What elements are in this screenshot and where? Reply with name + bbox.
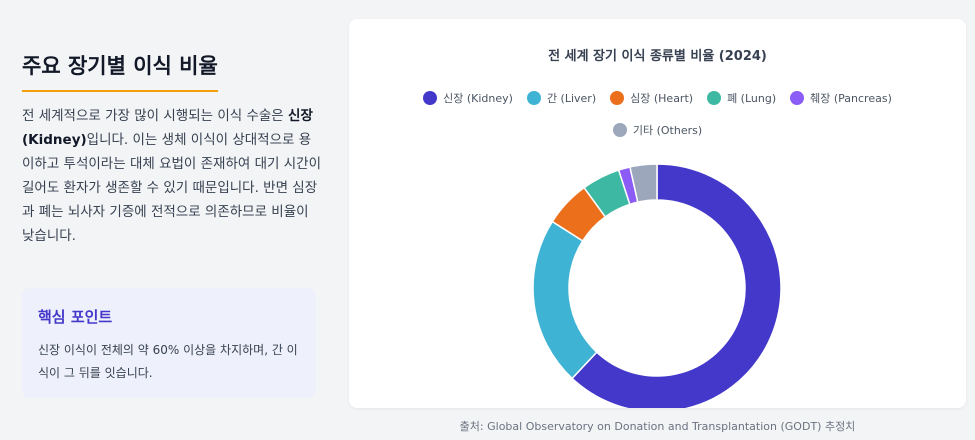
description: 전 세계적으로 가장 많이 시행되는 이식 수술은 신장(Kidney)입니다.… xyxy=(22,104,322,248)
info-panel: 주요 장기별 이식 비율 전 세계적으로 가장 많이 시행되는 이식 수술은 신… xyxy=(22,50,322,248)
legend-item[interactable]: 췌장 (Pancreas) xyxy=(790,89,892,107)
legend-label: 폐 (Lung) xyxy=(727,92,777,105)
legend-item[interactable]: 기타 (Others) xyxy=(612,121,703,139)
desc-bold: 신장(Kidney) xyxy=(22,108,313,148)
donut-slice[interactable] xyxy=(532,220,598,380)
key-point-text: 신장 이식이 전체의 약 60% 이상을 차지하며, 간 이식이 그 뒤를 잇습… xyxy=(38,343,298,380)
legend-label: 간 (Liver) xyxy=(546,92,597,105)
legend-swatch xyxy=(610,91,625,105)
donut-chart xyxy=(532,163,782,408)
legend-swatch xyxy=(526,91,541,105)
legend-item[interactable]: 신장 (Kidney) xyxy=(423,89,513,107)
legend-label: 기타 (Others) xyxy=(632,124,703,137)
legend-swatch xyxy=(790,91,805,105)
legend-item[interactable]: 간 (Liver) xyxy=(526,89,597,107)
key-point-box: 핵심 포인트 신장 이식이 전체의 약 60% 이상을 차지하며, 간 이식이 … xyxy=(22,288,316,398)
legend-label: 췌장 (Pancreas) xyxy=(810,92,892,105)
legend-swatch xyxy=(612,123,627,137)
section-title: 주요 장기별 이식 비율 xyxy=(22,50,218,92)
desc-text-2: 입니다. 이는 생체 이식이 상대적으로 용이하고 투석이라는 대체 요법이 존… xyxy=(22,132,321,244)
chart-legend: 신장 (Kidney) 간 (Liver) 심장 (Heart) 폐 (Lung) 췌장… xyxy=(389,89,926,139)
legend-swatch xyxy=(707,91,722,105)
legend-item[interactable]: 심장 (Heart) xyxy=(610,89,693,107)
key-point-title: 핵심 포인트 xyxy=(38,308,113,326)
donut-slice[interactable] xyxy=(629,163,658,204)
source-note: 출처: Global Observatory on Donation and T… xyxy=(459,420,856,433)
chart-card: 전 세계 장기 이식 종류별 비율 (2024) 신장 (Kidney) 간 (L… xyxy=(349,19,966,408)
chart-title: 전 세계 장기 이식 종류별 비율 (2024) xyxy=(548,49,767,64)
desc-text-1: 전 세계적으로 가장 많이 시행되는 이식 수술은 xyxy=(22,108,289,124)
legend-label: 심장 (Heart) xyxy=(630,92,694,105)
donut-slice[interactable] xyxy=(571,163,782,408)
legend-label: 신장 (Kidney) xyxy=(443,92,513,105)
legend-item[interactable]: 폐 (Lung) xyxy=(707,89,776,107)
legend-swatch xyxy=(423,91,438,105)
